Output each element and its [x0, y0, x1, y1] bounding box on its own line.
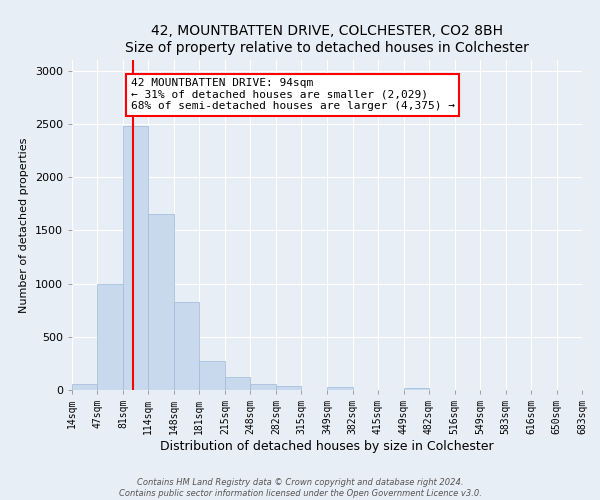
Bar — [225, 376, 250, 390]
Text: 42 MOUNTBATTEN DRIVE: 94sqm
← 31% of detached houses are smaller (2,029)
68% of : 42 MOUNTBATTEN DRIVE: 94sqm ← 31% of det… — [131, 78, 455, 112]
Bar — [97, 284, 123, 390]
X-axis label: Distribution of detached houses by size in Colchester: Distribution of detached houses by size … — [160, 440, 494, 453]
Bar — [199, 362, 225, 390]
Text: Contains HM Land Registry data © Crown copyright and database right 2024.
Contai: Contains HM Land Registry data © Crown c… — [119, 478, 481, 498]
Bar — [404, 388, 429, 390]
Bar — [148, 214, 174, 390]
Bar — [277, 386, 301, 390]
Bar — [123, 126, 148, 390]
Bar — [72, 384, 97, 390]
Bar — [250, 384, 277, 390]
Bar — [174, 302, 199, 390]
Y-axis label: Number of detached properties: Number of detached properties — [19, 138, 29, 312]
Title: 42, MOUNTBATTEN DRIVE, COLCHESTER, CO2 8BH
Size of property relative to detached: 42, MOUNTBATTEN DRIVE, COLCHESTER, CO2 8… — [125, 24, 529, 54]
Bar — [328, 387, 353, 390]
